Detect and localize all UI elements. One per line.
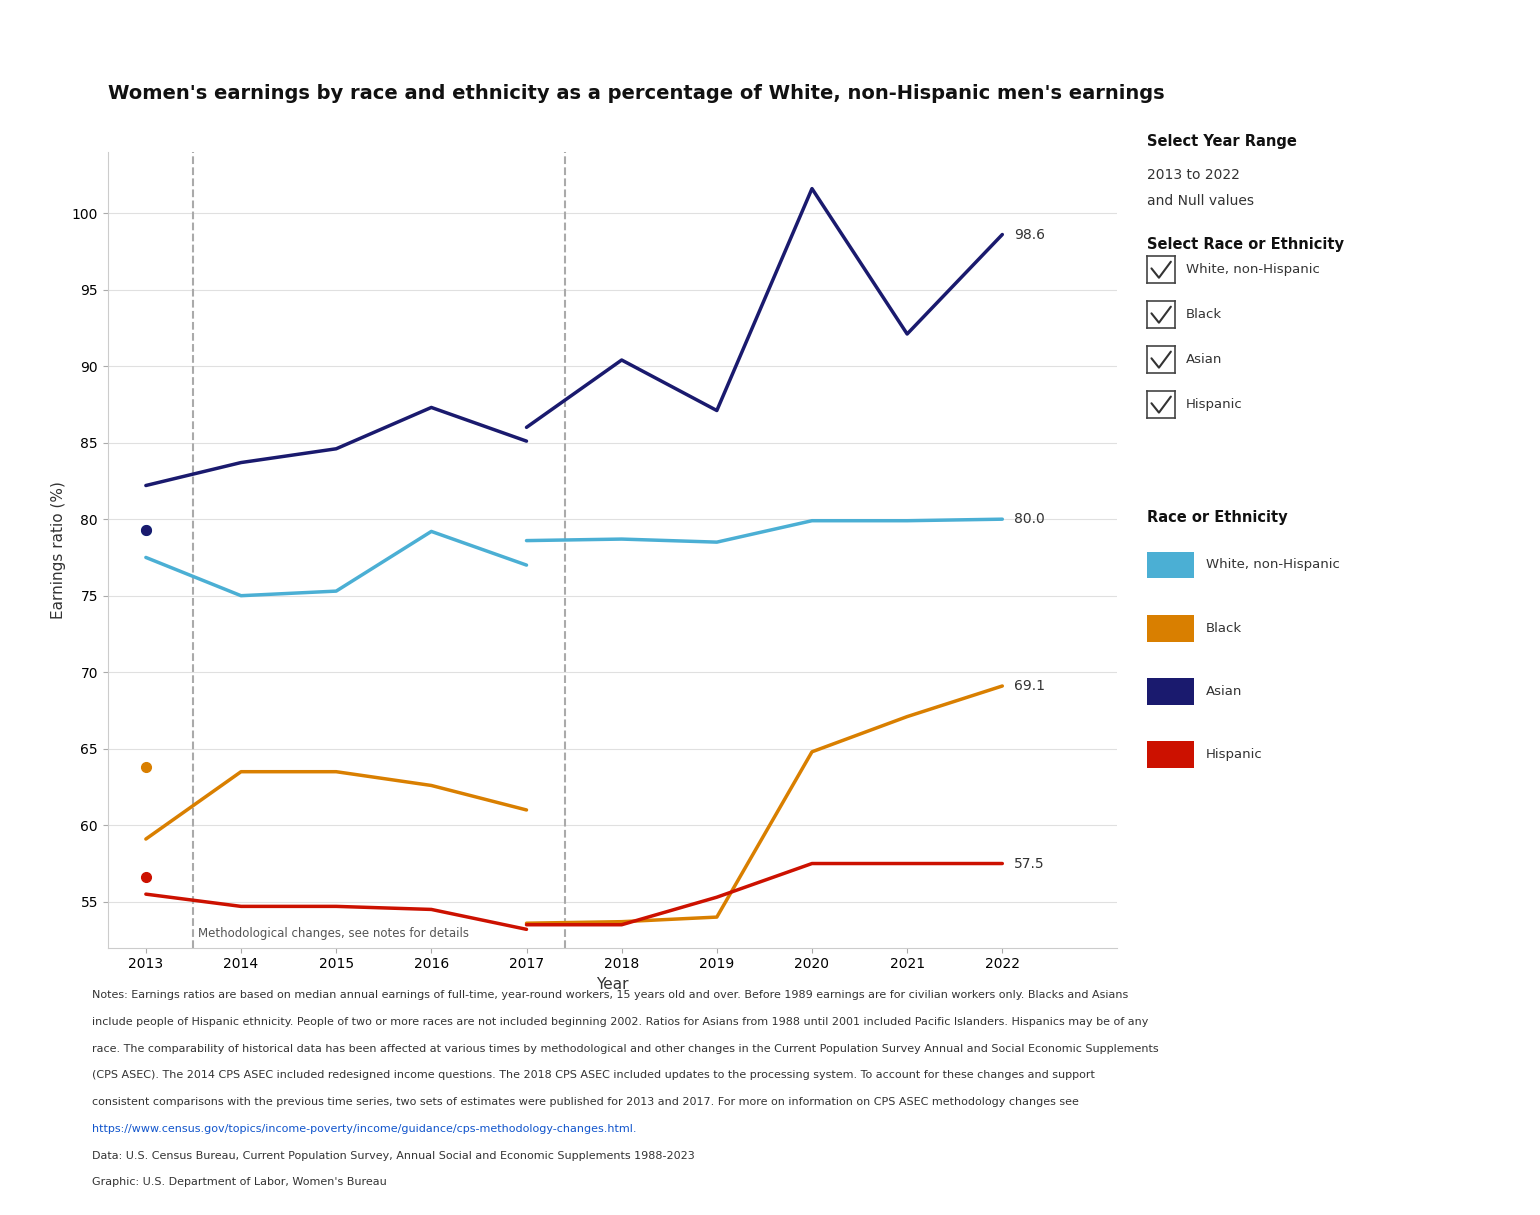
Text: Select Year Range: Select Year Range: [1147, 134, 1297, 148]
Text: Black: Black: [1186, 309, 1221, 321]
Text: Select Race or Ethnicity: Select Race or Ethnicity: [1147, 237, 1344, 252]
Text: include people of Hispanic ethnicity. People of two or more races are not includ: include people of Hispanic ethnicity. Pe…: [92, 1017, 1149, 1027]
Text: 69.1: 69.1: [1013, 679, 1044, 693]
Text: and Null values: and Null values: [1147, 194, 1254, 209]
Text: Data: U.S. Census Bureau, Current Population Survey, Annual Social and Economic : Data: U.S. Census Bureau, Current Popula…: [92, 1151, 695, 1160]
Text: 98.6: 98.6: [1013, 227, 1044, 242]
Text: Race or Ethnicity: Race or Ethnicity: [1147, 510, 1287, 525]
Text: Hispanic: Hispanic: [1206, 748, 1263, 761]
Text: Asian: Asian: [1186, 354, 1223, 366]
Text: https://www.census.gov/topics/income-poverty/income/guidance/cps-methodology-cha: https://www.census.gov/topics/income-pov…: [92, 1124, 638, 1134]
Text: Hispanic: Hispanic: [1186, 399, 1243, 411]
Y-axis label: Earnings ratio (%): Earnings ratio (%): [51, 481, 66, 618]
Text: 80.0: 80.0: [1013, 513, 1044, 526]
Text: 2013 to 2022: 2013 to 2022: [1147, 168, 1240, 182]
Text: Black: Black: [1206, 622, 1241, 634]
Text: White, non-Hispanic: White, non-Hispanic: [1186, 264, 1320, 276]
Text: Methodological changes, see notes for details: Methodological changes, see notes for de…: [199, 927, 470, 940]
Text: race. The comparability of historical data has been affected at various times by: race. The comparability of historical da…: [92, 1044, 1160, 1053]
Text: Women's earnings by race and ethnicity as a percentage of White, non-Hispanic me: Women's earnings by race and ethnicity a…: [108, 84, 1164, 103]
Text: Graphic: U.S. Department of Labor, Women's Bureau: Graphic: U.S. Department of Labor, Women…: [92, 1177, 387, 1187]
Text: (CPS ASEC). The 2014 CPS ASEC included redesigned income questions. The 2018 CPS: (CPS ASEC). The 2014 CPS ASEC included r…: [92, 1070, 1095, 1080]
Text: consistent comparisons with the previous time series, two sets of estimates were: consistent comparisons with the previous…: [92, 1097, 1080, 1107]
Text: Notes: Earnings ratios are based on median annual earnings of full-time, year-ro: Notes: Earnings ratios are based on medi…: [92, 990, 1129, 1000]
Text: Asian: Asian: [1206, 685, 1243, 697]
X-axis label: Year: Year: [596, 977, 628, 991]
Text: White, non-Hispanic: White, non-Hispanic: [1206, 559, 1340, 571]
Text: 57.5: 57.5: [1013, 857, 1044, 870]
